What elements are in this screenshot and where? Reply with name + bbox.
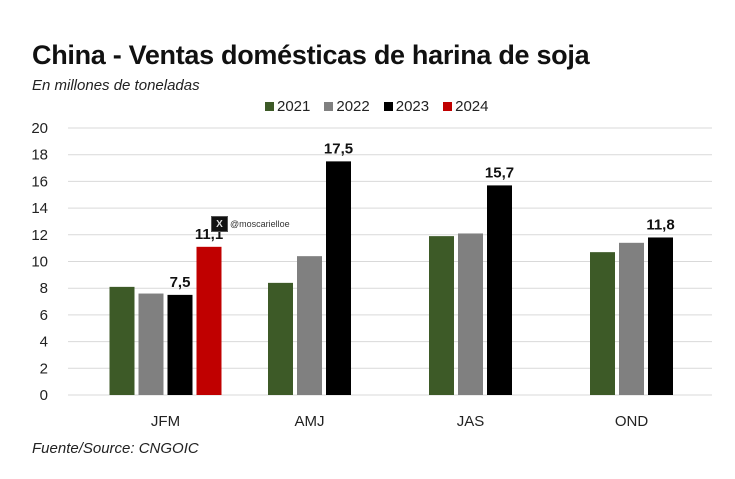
y-tick-label: 18 xyxy=(31,147,48,164)
legend-swatch xyxy=(324,102,334,111)
y-tick-label: 20 xyxy=(31,120,48,137)
data-label: 11,8 xyxy=(646,216,674,233)
watermark: X @moscarielloe xyxy=(211,216,290,232)
y-tick-label: 4 xyxy=(40,334,48,351)
bar-AMJ-2023 xyxy=(326,161,351,395)
watermark-handle[interactable]: @moscarielloe xyxy=(230,219,290,229)
bar-OND-2023 xyxy=(648,237,673,395)
x-tick-label: JFM xyxy=(151,413,180,430)
legend-label: 2024 xyxy=(455,98,489,115)
bar-JFM-2023 xyxy=(167,294,193,395)
legend-item-2022: 2022 xyxy=(324,98,370,115)
legend-swatch xyxy=(443,102,453,111)
x-logo-icon: X xyxy=(211,216,228,232)
bar-JAS-2022 xyxy=(458,233,483,395)
bar-JFM-2022 xyxy=(138,293,164,395)
bar-JAS-2023 xyxy=(487,185,512,395)
legend-swatch xyxy=(265,102,274,111)
bar-OND-2022 xyxy=(619,242,644,395)
x-tick-label: AMJ xyxy=(295,413,325,430)
gridlines xyxy=(68,127,712,396)
chart-subtitle: En millones de toneladas xyxy=(32,77,200,94)
data-label: 15,7 xyxy=(485,164,514,181)
y-tick-label: 16 xyxy=(31,173,48,190)
y-tick-label: 8 xyxy=(40,280,48,297)
x-tick-label: JAS xyxy=(457,413,485,430)
bar-AMJ-2021 xyxy=(268,282,293,395)
bar-JFM-2024 xyxy=(196,246,222,395)
y-axis-ticks: 0 2 4 6 8 10 12 14 16 18 20 xyxy=(31,120,48,404)
data-label: 7,5 xyxy=(170,274,191,291)
legend-label: 2021 xyxy=(277,98,311,115)
y-tick-label: 0 xyxy=(40,387,48,404)
legend-label: 2023 xyxy=(395,98,430,115)
y-tick-label: 6 xyxy=(40,307,48,324)
data-label: 17,5 xyxy=(324,140,353,157)
legend-item-2021: 2021 xyxy=(265,98,310,115)
y-tick-label: 14 xyxy=(31,200,48,217)
y-tick-label: 10 xyxy=(31,254,48,271)
x-tick-label: OND xyxy=(615,413,649,430)
y-tick-label: 12 xyxy=(31,227,48,244)
legend-item-2023: 2023 xyxy=(383,98,430,115)
bar-JFM-2021 xyxy=(109,286,135,395)
legend: 2021 2022 2023 2024 xyxy=(265,98,489,115)
bars xyxy=(109,161,673,395)
bar-OND-2021 xyxy=(590,252,615,395)
x-axis-ticks: JFM AMJ JAS OND xyxy=(151,413,648,430)
legend-swatch xyxy=(383,102,393,111)
y-tick-label: 2 xyxy=(40,360,48,377)
source-note: Fuente/Source: CNGOIC xyxy=(32,440,199,457)
legend-label: 2022 xyxy=(336,98,370,115)
bar-AMJ-2022 xyxy=(297,256,322,395)
legend-item-2024: 2024 xyxy=(443,98,489,115)
bar-JAS-2021 xyxy=(429,236,454,395)
chart-title: China - Ventas domésticas de harina de s… xyxy=(32,40,590,70)
